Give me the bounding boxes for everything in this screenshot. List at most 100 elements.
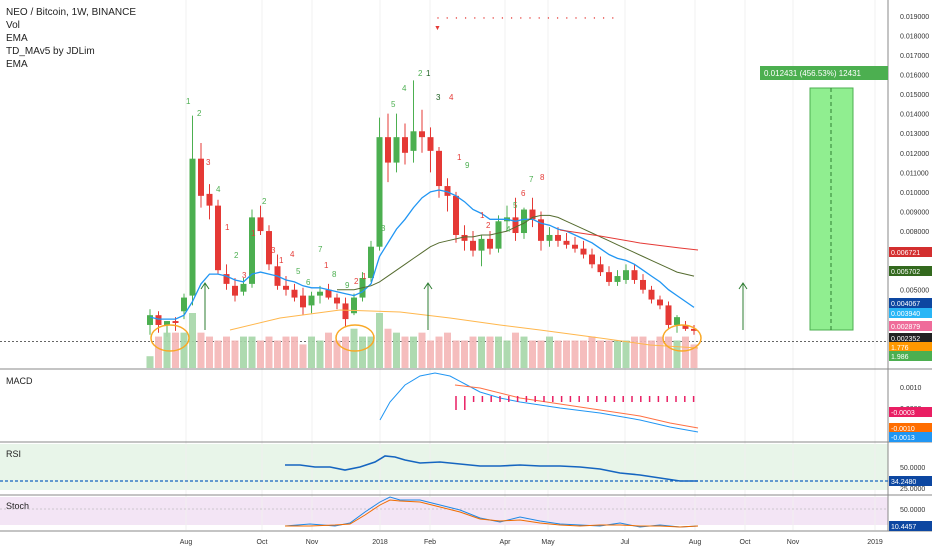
volume-bar xyxy=(520,336,528,368)
candle-body xyxy=(402,137,408,153)
candle-body xyxy=(181,297,187,312)
candle-body xyxy=(495,221,502,249)
stoch-axis-label: 50.0000 xyxy=(900,507,925,514)
volume-bar xyxy=(665,336,672,368)
volume-bar xyxy=(512,332,519,368)
td-count-label: 5 xyxy=(513,201,518,210)
rsi-badge: 34.2480 xyxy=(891,479,916,486)
candle-body xyxy=(691,328,697,331)
price-axis-label: 0.017000 xyxy=(900,53,929,60)
td-count-label: 3 xyxy=(496,236,501,245)
stoch-d-line xyxy=(285,499,699,528)
price-axis-label: 0.011000 xyxy=(900,170,929,177)
volume-bar xyxy=(189,313,196,368)
rsi-title: RSI xyxy=(6,449,21,459)
price-axis-label: 0.005000 xyxy=(900,288,929,295)
legend-line-ema[interactable]: EMA xyxy=(6,33,28,44)
volume-bar xyxy=(342,336,349,368)
candle-body xyxy=(283,285,289,290)
price-axis-label: 0.014000 xyxy=(900,112,929,119)
marker-dot xyxy=(575,17,577,19)
ema-fast-line xyxy=(149,189,695,320)
volume-bar xyxy=(648,340,655,368)
volume-bar xyxy=(452,340,460,368)
price-badge-bg xyxy=(889,321,932,331)
td-count-label: 7 xyxy=(529,175,534,184)
marker-dot xyxy=(612,17,614,19)
price-axis-label: 0.010000 xyxy=(900,190,929,197)
volume-bar xyxy=(563,340,570,368)
candle-body xyxy=(385,137,391,163)
candle-body xyxy=(198,158,204,196)
volume-bar xyxy=(495,336,502,368)
stoch-badge-bg xyxy=(889,521,932,531)
rsi-badge-bg xyxy=(889,476,932,486)
volume-bar xyxy=(571,340,579,368)
td-count-label: 8 xyxy=(540,173,545,182)
candle-body xyxy=(444,186,451,196)
td-count-label: 1 xyxy=(186,97,191,106)
volume-bar xyxy=(231,340,239,368)
rsi-axis-label: 25.0000 xyxy=(900,486,925,493)
price-badge-bg xyxy=(889,298,932,308)
chart-legend: NEO / Bitcoin, 1W, BINANCE Vol EMA TD_MA… xyxy=(6,6,136,71)
td-count-label: 2 xyxy=(486,221,491,230)
volume-bar xyxy=(656,336,664,368)
td-count-label: 7 xyxy=(318,245,323,254)
candle-body xyxy=(368,246,374,279)
candle-body xyxy=(640,279,646,290)
time-axis-label: May xyxy=(541,539,555,546)
volume-bar xyxy=(214,340,222,368)
ema-red-line xyxy=(559,229,699,251)
buy-arrow-head-0 xyxy=(200,282,210,290)
marker-dot xyxy=(464,17,467,19)
volume-bar xyxy=(359,336,366,368)
candle-body xyxy=(351,297,357,314)
candle-body xyxy=(215,205,221,271)
legend-line-td[interactable]: TD_MAv5 by JDLim xyxy=(6,46,95,57)
td-count-label: 1 xyxy=(251,229,256,238)
candle-body xyxy=(436,150,442,187)
stoch-background xyxy=(0,497,888,525)
candle-body xyxy=(223,274,230,284)
candle-body xyxy=(555,234,561,241)
candle-body xyxy=(657,299,663,306)
td-count-label: 3 xyxy=(436,93,441,102)
price-badge-bg xyxy=(889,308,932,318)
volume-bar xyxy=(223,336,230,368)
td-count-label: 6 xyxy=(521,189,526,198)
symbol-title[interactable]: NEO / Bitcoin, 1W, BINANCE xyxy=(6,7,137,18)
candle-body xyxy=(325,289,332,298)
price-axis-label: 0.019000 xyxy=(900,14,929,21)
candle-body xyxy=(334,297,340,304)
volume-bar xyxy=(614,340,621,368)
price-axis-label: 0.016000 xyxy=(900,73,929,80)
price-badge-bg xyxy=(889,342,932,352)
td-count-label: 3 xyxy=(242,271,247,280)
price-badge-bg xyxy=(889,247,932,257)
volume-bar xyxy=(410,336,417,368)
marker-dot xyxy=(538,17,540,19)
candle-body xyxy=(614,276,621,282)
td-count-label: 9 xyxy=(345,281,350,290)
marker-dot xyxy=(547,17,550,19)
volume-bar xyxy=(265,336,273,368)
volume-bar xyxy=(291,336,298,368)
candle-body xyxy=(682,324,689,329)
marker-dot xyxy=(510,17,513,19)
time-axis-label: Apr xyxy=(500,539,512,546)
legend-line-vol[interactable]: Vol xyxy=(6,20,20,31)
candle-body xyxy=(232,285,238,296)
legend-line-ema-2[interactable]: EMA xyxy=(6,59,28,70)
candle-body xyxy=(478,238,485,251)
marker-dot xyxy=(492,17,494,19)
candle-body xyxy=(376,137,383,247)
td-count-label: 5 xyxy=(391,100,396,109)
candle-body xyxy=(410,131,417,151)
td-count-label: 1 xyxy=(225,223,230,232)
macd-axis-label: 0.0010 xyxy=(900,385,922,392)
candle-body xyxy=(172,321,179,324)
price-badge: 1.986 xyxy=(891,354,909,361)
td-count-label: 1 xyxy=(457,153,462,162)
